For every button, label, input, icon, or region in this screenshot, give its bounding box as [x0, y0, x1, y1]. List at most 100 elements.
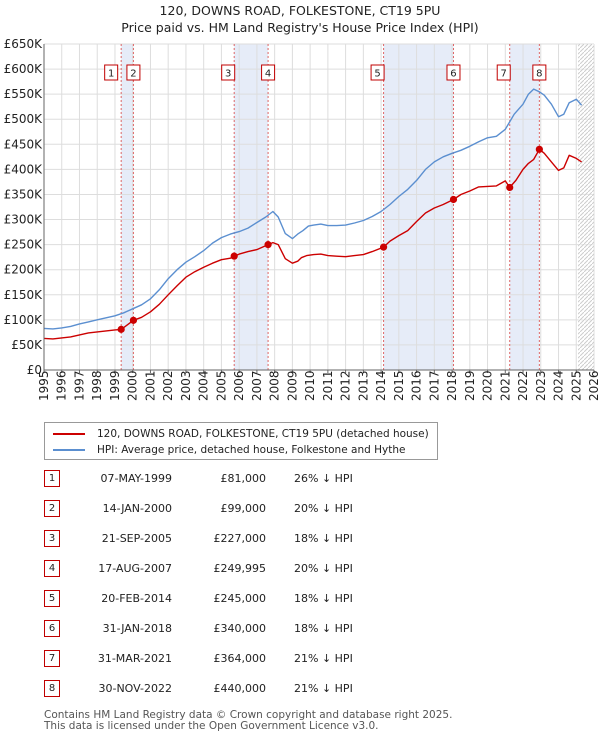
y-tick-label: £350K	[4, 187, 44, 201]
x-tick-label: 2016	[410, 370, 424, 401]
sale-marker-label: 4	[261, 64, 276, 81]
legend: 120, DOWNS ROAD, FOLKESTONE, CT19 5PU (d…	[44, 422, 438, 460]
x-tick-label: 2000	[126, 370, 140, 401]
x-tick-label: 1998	[90, 370, 104, 401]
forecast-hatch	[578, 44, 594, 370]
legend-swatch-hpi	[53, 449, 85, 451]
x-tick-label: 1997	[72, 370, 86, 401]
sale-marker-box	[126, 64, 141, 81]
sale-number-badge: 7	[44, 650, 60, 667]
x-tick-label: 1996	[55, 370, 69, 401]
series-lines	[44, 88, 583, 340]
x-tick-label: 2004	[197, 370, 211, 401]
sale-marker-number: 8	[536, 69, 542, 80]
sale-marker-label: 2	[126, 64, 141, 81]
y-tick-label: £100K	[4, 313, 44, 327]
x-tick-label: 2003	[179, 370, 193, 401]
y-tick-label: £150K	[4, 288, 44, 302]
sale-row: 5 20-FEB-2014 £245,000 18% ↓ HPI	[44, 590, 444, 610]
x-tick-label: 2022	[516, 370, 530, 401]
legend-item-hpi: HPI: Average price, detached house, Folk…	[53, 442, 405, 458]
x-tick-label: 2001	[143, 370, 157, 401]
sale-date: 14-JAN-2000	[102, 502, 172, 515]
sale-hpi-diff: 21% ↓ HPI	[294, 652, 353, 665]
y-tick-label: £200K	[4, 263, 44, 277]
sale-price: £249,995	[213, 562, 267, 575]
y-tick-label: £250K	[4, 238, 44, 252]
sale-marker-box	[221, 64, 236, 81]
sale-band	[121, 44, 134, 370]
axes: £0 £50K £100K £150K £200K £250K £300K £350K £400…	[4, 37, 600, 401]
x-tick-label: 2013	[356, 370, 370, 401]
sale-point	[117, 325, 125, 333]
sale-price: £340,000	[213, 622, 267, 635]
legend-item-price: 120, DOWNS ROAD, FOLKESTONE, CT19 5PU (d…	[53, 426, 429, 442]
sale-band	[234, 44, 269, 370]
y-tick-label: £550K	[4, 87, 44, 101]
sale-marker-number: 6	[450, 69, 456, 80]
sale-number-badge: 1	[44, 470, 60, 487]
sale-number-badge: 5	[44, 590, 60, 607]
sale-number-badge: 8	[44, 680, 60, 697]
sale-row: 1 07-MAY-1999 £81,000 26% ↓ HPI	[44, 470, 444, 490]
sale-band	[383, 44, 454, 370]
sale-row: 3 21-SEP-2005 £227,000 18% ↓ HPI	[44, 530, 444, 550]
chart-title-line1: 120, DOWNS ROAD, FOLKESTONE, CT19 5PU	[159, 3, 441, 18]
sale-point	[129, 316, 138, 324]
sale-date: 07-MAY-1999	[100, 472, 172, 485]
sale-marker-box	[496, 64, 511, 81]
y-tick-label: £50K	[11, 338, 43, 352]
x-tick-label: 1999	[108, 370, 122, 401]
sale-marker-box	[446, 64, 461, 81]
price-chart: £0 £50K £100K £150K £200K £250K £300K £350K £400…	[4, 37, 600, 401]
x-tick-label: 2014	[374, 370, 388, 401]
plot-area	[44, 44, 594, 370]
sale-row: 4 17-AUG-2007 £249,995 20% ↓ HPI	[44, 560, 444, 580]
sale-date: 31-MAR-2021	[97, 652, 172, 665]
x-tick-label: 2012	[339, 370, 353, 401]
sale-marker-box	[261, 64, 276, 81]
sale-hpi-diff: 18% ↓ HPI	[294, 532, 353, 545]
y-tick-label: £600K	[4, 62, 44, 76]
sale-band	[509, 44, 540, 370]
sale-hpi-diff: 20% ↓ HPI	[294, 502, 353, 515]
x-tick-label: 2010	[303, 370, 317, 401]
x-tick-label: 2021	[498, 370, 512, 401]
x-tick-label: 2017	[427, 370, 441, 401]
sale-marker-label: 7	[496, 64, 511, 81]
sale-hpi-diff: 18% ↓ HPI	[294, 592, 353, 605]
sale-points	[117, 145, 543, 333]
sale-marker-box	[532, 64, 547, 81]
y-tick-label: £500K	[4, 112, 44, 126]
x-tick-label: 2009	[285, 370, 299, 401]
chart-title-line2: Price paid vs. HM Land Registry's House …	[121, 20, 479, 35]
sale-point	[506, 183, 514, 192]
x-tick-label: 2019	[463, 370, 477, 401]
sale-date: 30-NOV-2022	[98, 682, 172, 695]
x-tick-label: 2018	[445, 370, 459, 401]
sale-date: 17-AUG-2007	[98, 562, 172, 575]
x-tick-label: 2026	[587, 370, 600, 401]
legend-label-hpi: HPI: Average price, detached house, Folk…	[97, 444, 406, 456]
sale-marker-number: 4	[265, 69, 271, 80]
sale-price: £364,000	[213, 652, 267, 665]
sale-price: £81,000	[220, 472, 267, 485]
hpi-line	[44, 88, 583, 330]
sale-number-badge: 6	[44, 620, 60, 637]
sale-point	[264, 241, 272, 249]
sale-point	[379, 243, 388, 251]
sale-marker-label: 6	[446, 64, 461, 81]
y-tick-label: £450K	[4, 137, 44, 151]
x-tick-label: 1995	[37, 370, 51, 401]
sale-marker-labels: 1 2 3 4 5 6 7 8	[104, 64, 547, 81]
x-tick-label: 2020	[481, 370, 495, 401]
sale-marker-number: 7	[501, 69, 507, 80]
sale-marker-number: 1	[108, 69, 114, 80]
x-tick-label: 2005	[214, 370, 228, 401]
sale-price: £227,000	[213, 532, 267, 545]
y-tick-label: £400K	[4, 162, 44, 176]
sale-hpi-diff: 21% ↓ HPI	[294, 682, 353, 695]
sale-marker-label: 3	[221, 64, 236, 81]
sale-price: £440,000	[213, 682, 267, 695]
sale-marker-number: 2	[130, 69, 136, 80]
